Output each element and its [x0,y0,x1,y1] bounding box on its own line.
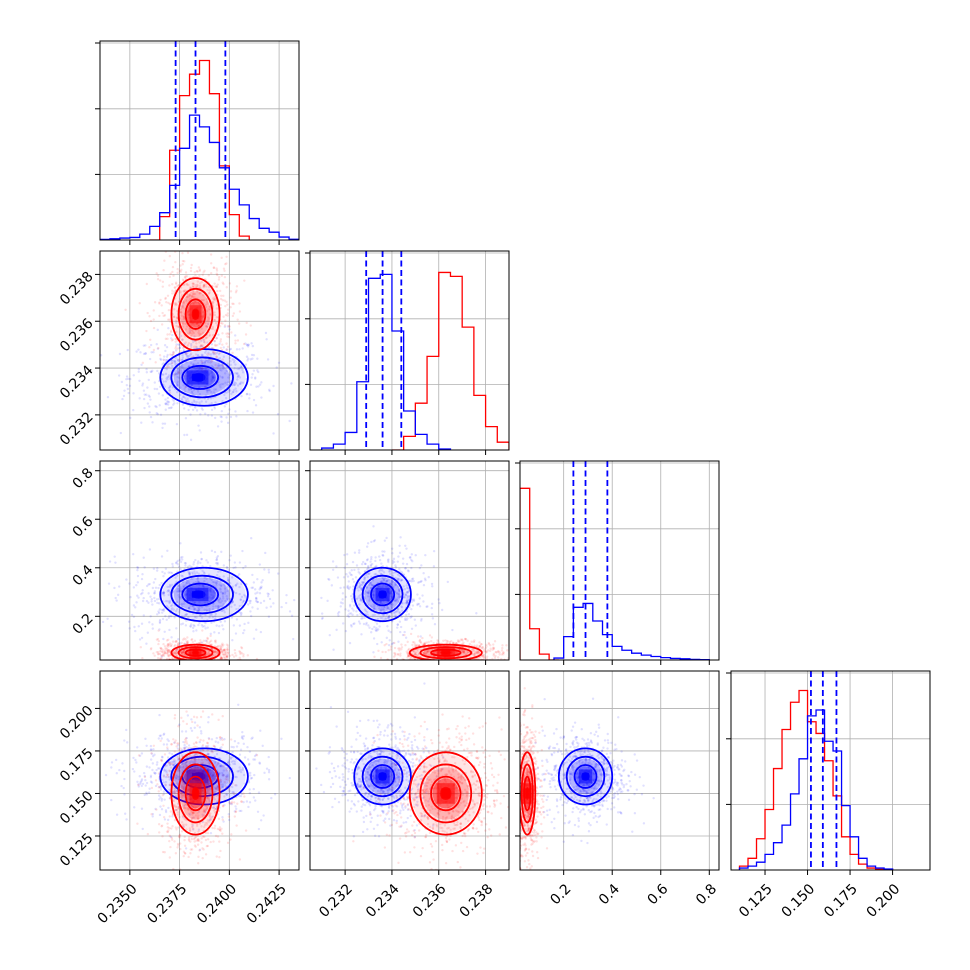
histogram-red-step [520,487,559,660]
x-tick-label: 0.232 [316,881,356,921]
panel-frame [519,670,720,871]
density-red [170,751,221,836]
scatter-panel-3-2 [515,670,720,875]
x-tick-label: 0.236 [410,881,450,921]
histogram-panel-3 [726,670,931,875]
y-tick-label: 0.238 [57,269,97,309]
density-blue [557,747,614,806]
scatter-panel-3-1 [305,670,510,875]
density-blue [353,566,412,623]
scatter-panel-1-0 [95,250,300,455]
y-tick-label: 0.234 [57,362,97,402]
x-tick-label: 0.4 [596,881,623,908]
x-tick-label: 0.175 [821,881,861,921]
histogram-red-step [738,689,894,870]
panel-frame [309,460,510,661]
density-red [520,751,537,836]
panel-frame [730,670,931,871]
y-tick-label: 0.125 [57,830,97,870]
x-tick-label: 0.6 [644,881,671,908]
y-tick-label: 0.200 [57,703,97,743]
y-tick-label: 0.232 [57,409,97,449]
histogram-red-step [391,271,509,450]
panel-frame [99,250,300,451]
x-tick-label: 0.8 [693,881,720,908]
y-tick-label: 0.175 [57,745,97,785]
histogram-panel-2 [515,460,720,665]
histogram-blue-step [321,273,452,450]
x-tick-label: 0.2350 [95,881,141,927]
panel-frame [309,250,510,451]
histogram-blue-step [100,114,299,240]
samples-blue [320,525,478,659]
histogram-panel-0 [95,40,300,245]
y-tick-label: 0.236 [57,316,97,356]
y-tick-label: 0.150 [57,788,97,828]
panel-frame [309,670,510,871]
x-tick-label: 0.125 [736,881,776,921]
density-red [408,643,483,660]
density-blue [159,348,249,407]
density-blue [353,747,412,806]
density-red [170,277,221,352]
y-tick-label: 0.2 [70,611,97,638]
panel-frame [519,460,720,661]
x-tick-label: 0.2 [547,881,574,908]
density-blue [159,747,249,806]
density-red [170,643,221,660]
scatter-panel-3-0 [95,670,300,875]
x-tick-label: 0.2375 [144,881,190,927]
x-tick-label: 0.2425 [244,881,290,927]
x-tick-label: 0.200 [864,881,904,921]
histogram-panel-1 [305,250,510,455]
panel-frame [99,40,300,241]
samples-red [373,632,509,660]
density-red [408,751,483,836]
y-tick-label: 0.8 [70,465,97,492]
x-tick-label: 0.150 [779,881,819,921]
panel-frame [99,670,300,871]
scatter-panel-2-1 [305,460,510,665]
x-tick-label: 0.238 [457,881,497,921]
x-tick-label: 0.234 [363,881,403,921]
y-tick-label: 0.6 [70,514,97,541]
scatter-panel-2-0 [95,460,300,665]
panel-frame [99,460,300,661]
density-blue [159,566,249,623]
histogram-blue-step [553,602,710,660]
y-tick-label: 0.4 [70,562,97,589]
histogram-blue-step [738,709,894,870]
x-tick-label: 0.2400 [194,881,240,927]
